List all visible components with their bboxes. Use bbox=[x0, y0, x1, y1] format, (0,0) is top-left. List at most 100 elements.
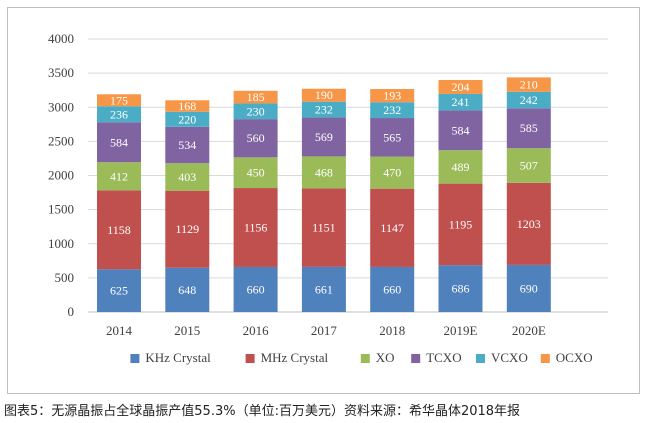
data-label-xo: 507 bbox=[520, 159, 538, 173]
bar-segment-khz-crystal bbox=[438, 265, 483, 312]
legend-label-xo: XO bbox=[376, 350, 395, 365]
data-label-xo: 470 bbox=[383, 166, 401, 180]
y-tick-label: 0 bbox=[68, 304, 75, 319]
data-label-xo: 450 bbox=[247, 166, 265, 180]
bar-segment-mhz-crystal bbox=[97, 190, 141, 270]
data-label-tcxo: 560 bbox=[247, 131, 265, 145]
data-label-khz-crystal: 661 bbox=[315, 282, 333, 296]
bar-segment-tcxo bbox=[301, 117, 346, 157]
bar-segment-tcxo bbox=[165, 126, 210, 164]
legend-label-khz-crystal: KHz Crystal bbox=[145, 350, 211, 365]
data-label-vcxo: 232 bbox=[315, 103, 333, 117]
data-label-ocxo: 190 bbox=[315, 88, 333, 102]
data-label-tcxo: 534 bbox=[178, 138, 196, 152]
bar-segment-vcxo bbox=[370, 102, 415, 119]
bar-segment-ocxo bbox=[165, 100, 210, 112]
x-tick-label: 2014 bbox=[106, 323, 133, 338]
x-tick-label: 2016 bbox=[243, 323, 270, 338]
bar-segment-mhz-crystal bbox=[370, 188, 415, 267]
legend-label-mhz-crystal: MHz Crystal bbox=[261, 350, 329, 365]
data-label-vcxo: 232 bbox=[383, 103, 401, 117]
bar-segment-ocxo bbox=[233, 90, 278, 104]
legend-swatch-khz-crystal bbox=[130, 354, 140, 363]
bar-segment-xo bbox=[301, 156, 346, 189]
bar-segment-vcxo bbox=[165, 111, 210, 127]
data-label-khz-crystal: 660 bbox=[247, 282, 265, 296]
bar-segment-ocxo bbox=[506, 77, 551, 92]
data-label-tcxo: 569 bbox=[315, 130, 333, 144]
legend-label-tcxo: TCXO bbox=[426, 350, 461, 365]
bar-segment-xo bbox=[233, 157, 278, 189]
bar-segment-ocxo bbox=[301, 88, 346, 102]
data-label-mhz-crystal: 1129 bbox=[176, 222, 200, 236]
data-label-xo: 403 bbox=[178, 170, 196, 184]
x-tick-label: 2017 bbox=[311, 323, 338, 338]
data-label-khz-crystal: 660 bbox=[383, 282, 401, 296]
bar-segment-vcxo bbox=[506, 91, 551, 109]
data-label-ocxo: 204 bbox=[452, 80, 470, 94]
data-label-tcxo: 584 bbox=[110, 135, 128, 149]
data-label-ocxo: 193 bbox=[383, 89, 401, 103]
bar-segment-mhz-crystal bbox=[165, 190, 210, 268]
stacked-bar-chart: 0 500 1000 1500 2000 2500 3000 3500 4000 625 1158 4… bbox=[48, 31, 608, 365]
chart-frame: 0 500 1000 1500 2000 2500 3000 3500 4000 625 1158 4… bbox=[7, 7, 640, 394]
y-tick-label: 1500 bbox=[48, 202, 74, 217]
bar-segment-xo bbox=[506, 148, 551, 183]
data-label-tcxo: 585 bbox=[520, 121, 538, 135]
data-label-mhz-crystal: 1151 bbox=[312, 221, 336, 235]
bar-segment-khz-crystal bbox=[97, 269, 141, 312]
data-label-vcxo: 242 bbox=[520, 93, 538, 107]
legend-swatch-vcxo bbox=[476, 354, 485, 363]
bar-segment-xo bbox=[438, 150, 483, 184]
bar-segment-xo bbox=[165, 163, 210, 191]
y-tick-label: 1000 bbox=[48, 236, 74, 251]
data-label-xo: 412 bbox=[110, 169, 128, 183]
data-label-mhz-crystal: 1158 bbox=[107, 223, 131, 237]
figure-caption: 图表5：无源晶振占全球晶振产值55.3%（单位:百万美元）资料来源：希华晶体20… bbox=[4, 404, 521, 419]
legend-swatch-xo bbox=[360, 354, 370, 363]
bar-segment-tcxo bbox=[97, 122, 141, 163]
data-label-xo: 468 bbox=[315, 165, 333, 179]
bar-segment-ocxo bbox=[97, 94, 141, 107]
bar-segment-tcxo bbox=[233, 119, 278, 158]
x-tick-label: 2020E bbox=[512, 323, 546, 338]
data-label-tcxo: 584 bbox=[452, 123, 470, 137]
data-label-mhz-crystal: 1147 bbox=[380, 221, 404, 235]
data-label-ocxo: 175 bbox=[110, 93, 128, 107]
bar-segment-mhz-crystal bbox=[233, 188, 278, 267]
data-label-vcxo: 241 bbox=[452, 95, 470, 109]
data-label-vcxo: 230 bbox=[247, 104, 265, 118]
legend-swatch-mhz-crystal bbox=[245, 354, 255, 363]
legend-label-vcxo: VCXO bbox=[491, 350, 528, 365]
data-label-mhz-crystal: 1156 bbox=[244, 221, 268, 235]
y-tick-label: 3000 bbox=[48, 99, 74, 114]
y-tick-label: 2000 bbox=[48, 168, 74, 183]
legend-swatch-ocxo bbox=[540, 354, 550, 363]
data-label-ocxo: 168 bbox=[178, 99, 196, 113]
bar-segment-vcxo bbox=[97, 106, 141, 123]
bar-segment-mhz-crystal bbox=[301, 188, 346, 267]
bar-segment-xo bbox=[97, 162, 141, 191]
legend-swatch-tcxo bbox=[411, 354, 421, 363]
y-tick-label: 500 bbox=[55, 270, 75, 285]
bar-segment-ocxo bbox=[438, 80, 483, 94]
data-label-vcxo: 236 bbox=[110, 107, 128, 121]
bar-segment-khz-crystal bbox=[370, 266, 415, 312]
data-label-khz-crystal: 690 bbox=[520, 281, 538, 295]
bar-segment-khz-crystal bbox=[165, 267, 210, 312]
data-label-khz-crystal: 625 bbox=[110, 284, 128, 298]
bar-segment-tcxo bbox=[506, 108, 551, 149]
data-label-mhz-crystal: 1203 bbox=[517, 217, 541, 231]
legend-label-ocxo: OCXO bbox=[556, 350, 593, 365]
bar-segment-tcxo bbox=[370, 118, 415, 157]
bar-segment-vcxo bbox=[438, 93, 483, 111]
data-label-vcxo: 220 bbox=[178, 112, 196, 126]
y-tick-label: 2500 bbox=[48, 133, 74, 148]
bar-segment-ocxo bbox=[370, 89, 415, 103]
data-label-khz-crystal: 648 bbox=[178, 283, 196, 297]
x-tick-label: 2018 bbox=[379, 323, 405, 338]
bar-segment-khz-crystal bbox=[506, 264, 551, 312]
bar-segment-mhz-crystal bbox=[438, 183, 483, 266]
data-label-mhz-crystal: 1195 bbox=[449, 217, 473, 231]
bar-segment-vcxo bbox=[233, 103, 278, 120]
